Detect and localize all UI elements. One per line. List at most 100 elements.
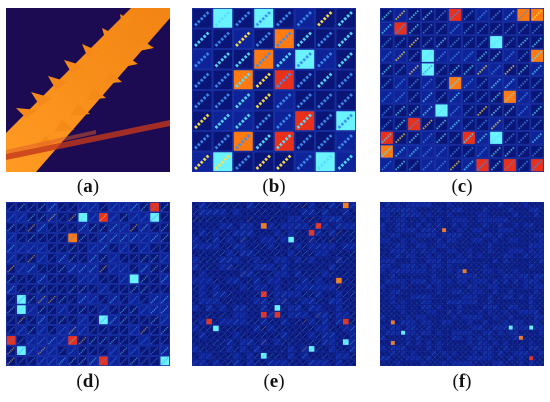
- kernel-cell: [487, 309, 493, 315]
- kernel-cell: [219, 291, 226, 298]
- kernel-cell: [88, 232, 99, 243]
- kernel-cell: [294, 284, 301, 291]
- kernel-cell: [448, 62, 462, 77]
- kernel-cell: [212, 277, 219, 284]
- kernel-cell: [385, 320, 390, 325]
- kernel-cell: [294, 222, 301, 229]
- kernel-cell: [407, 62, 421, 77]
- kernel-cell: [342, 277, 349, 284]
- kernel-cell: [405, 263, 411, 269]
- kernel-cell: [108, 253, 119, 264]
- kernel-cell: [513, 284, 519, 289]
- kernel-cell: [407, 131, 421, 145]
- kernel-cell: [441, 222, 447, 228]
- kernel-cell: [206, 277, 213, 284]
- kernel-cell: [426, 289, 431, 294]
- kernel-cell: [226, 304, 233, 311]
- kernel-cell: [390, 202, 396, 207]
- kernel-cell: [431, 345, 437, 351]
- kernel-cell: [528, 212, 534, 218]
- kernel-cell: [36, 273, 47, 284]
- kernel-cell: [315, 318, 322, 325]
- kernel-cell: [426, 340, 431, 346]
- kernel-cell: [487, 350, 493, 356]
- kernel-cell: [528, 345, 534, 351]
- kernel-cell: [482, 309, 488, 315]
- kernel-cell: [206, 318, 213, 325]
- kernel-cell: [395, 227, 401, 233]
- kernel-cell: [482, 268, 488, 274]
- kernel-cell: [385, 238, 390, 243]
- kernel-cell: [421, 299, 426, 305]
- kernel-cell: [342, 209, 349, 216]
- kernel-cell: [288, 345, 295, 352]
- kernel-cell: [503, 243, 508, 248]
- kernel-cell: [516, 35, 531, 49]
- kernel-cell: [294, 151, 315, 172]
- kernel-cell: [395, 238, 401, 243]
- kernel-cell: [219, 209, 226, 216]
- kernel-cell: [462, 103, 476, 118]
- kernel-cell: [390, 320, 396, 325]
- kernel-cell: [405, 274, 411, 279]
- kernel-cell: [390, 350, 396, 356]
- kernel-cell: [315, 263, 322, 270]
- kernel-cell: [405, 243, 411, 248]
- kernel-cell: [129, 243, 140, 254]
- kernel-cell: [421, 62, 435, 77]
- kernel-cell: [467, 274, 472, 279]
- kernel-cell: [436, 356, 442, 361]
- kernel-cell: [503, 131, 517, 145]
- kernel-cell: [523, 340, 529, 346]
- kernel-cell: [260, 359, 267, 366]
- kernel-cell: [294, 69, 315, 90]
- kernel-cell: [472, 248, 478, 253]
- kernel-cell: [315, 345, 322, 352]
- kernel-cell: [467, 304, 472, 310]
- kernel-cell: [436, 268, 442, 274]
- kernel-cell: [6, 325, 17, 336]
- kernel-cell: [539, 248, 544, 253]
- kernel-cell: [267, 345, 274, 352]
- kernel-cell: [416, 263, 421, 269]
- kernel-cell: [260, 257, 267, 264]
- kernel-cell: [472, 304, 478, 310]
- kernel-cell: [539, 325, 544, 330]
- kernel-cell: [335, 270, 342, 277]
- kernel-cell: [518, 309, 524, 315]
- kernel-cell: [129, 314, 140, 325]
- kernel-cell: [206, 250, 213, 257]
- kernel-cell: [349, 304, 356, 311]
- kernel-cell: [434, 49, 449, 63]
- kernel-cell: [457, 350, 462, 356]
- kernel-cell: [390, 279, 396, 284]
- kernel-cell: [226, 291, 233, 298]
- kernel-cell: [393, 90, 408, 104]
- kernel-cell: [400, 320, 406, 325]
- kernel-cell: [416, 304, 421, 310]
- kernel-cell: [421, 243, 426, 248]
- kernel-cell: [426, 222, 431, 228]
- kernel-cell: [528, 330, 534, 335]
- kernel-cell: [233, 151, 254, 172]
- kernel-cell: [498, 253, 503, 259]
- kernel-cell: [530, 144, 544, 159]
- kernel-cell: [240, 298, 247, 305]
- kernel-cell: [421, 202, 426, 207]
- kernel-cell: [390, 238, 396, 243]
- kernel-cell: [482, 345, 488, 351]
- kernel-cell: [26, 335, 37, 346]
- kernel-cell: [329, 216, 336, 223]
- kernel-cell: [247, 332, 254, 339]
- kernel-cell: [26, 222, 37, 233]
- kernel-cell: [212, 304, 219, 311]
- kernel-cell: [240, 236, 247, 243]
- kernel-cell: [88, 273, 99, 284]
- kernel-cell: [212, 222, 219, 229]
- kernel-cell: [462, 202, 467, 207]
- kernel-cell: [528, 350, 534, 356]
- kernel-cell: [462, 263, 467, 269]
- kernel-cell: [441, 335, 447, 341]
- kernel-cell: [253, 304, 260, 311]
- kernel-cell: [315, 359, 322, 366]
